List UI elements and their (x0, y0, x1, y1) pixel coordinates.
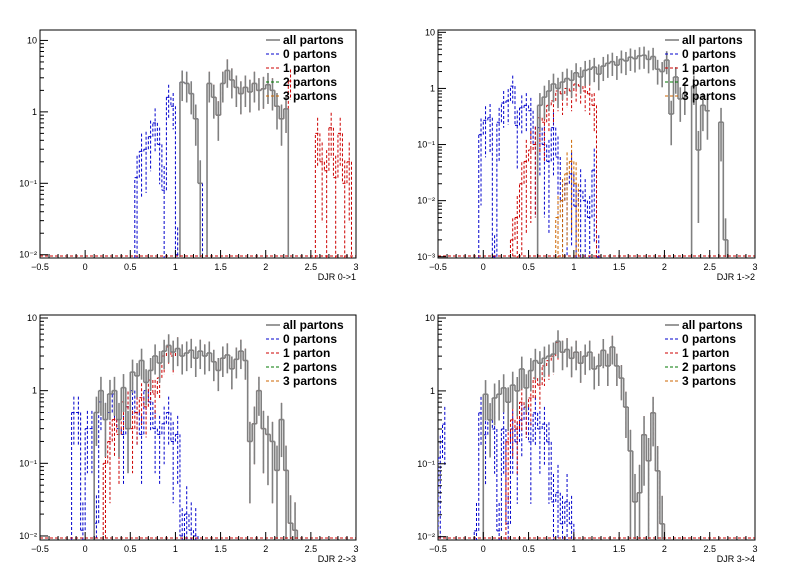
x-tick-label: 2.5 (703, 544, 716, 554)
x-tick-label: 2 (263, 544, 268, 554)
y-tick-label: 10⁻² (19, 250, 37, 260)
x-tick-label: 2.5 (305, 262, 318, 272)
y-tick-label: 10⁻¹ (19, 458, 37, 468)
x-tick-label: 0 (481, 262, 486, 272)
y-tick-label: 1 (32, 107, 37, 117)
x-tick-label: 1 (173, 544, 178, 554)
x-tick-label: −0.5 (31, 262, 49, 272)
x-tick-label: 1.5 (613, 544, 626, 554)
x-tick-label: 1 (571, 544, 576, 554)
x-tick-label: −0.5 (31, 544, 49, 554)
x-tick-label: 0.5 (522, 262, 535, 272)
x-tick-label: 1.5 (613, 262, 626, 272)
series-layer (438, 330, 666, 540)
x-tick-label: 2 (662, 544, 667, 554)
x-axis-label: DJR 3->4 (717, 554, 755, 564)
x-tick-label: 1.5 (214, 544, 227, 554)
legend-entry: 3 partons (283, 89, 337, 103)
y-tick-label: 1 (430, 83, 435, 93)
x-tick-label: 0 (83, 262, 88, 272)
legend-entry: 3 partons (283, 374, 337, 388)
x-axis-label: DJR 0->1 (318, 272, 356, 282)
legend-entry: 0 partons (682, 47, 736, 61)
legend-entry: 1 parton (682, 61, 729, 75)
legend-entry: 0 partons (682, 332, 736, 346)
plot-frame (39, 29, 357, 259)
x-tick-label: 0.5 (124, 544, 137, 554)
x-tick-label: 2 (662, 262, 667, 272)
x-tick-label: 0.5 (124, 262, 137, 272)
series-all-partons (482, 330, 666, 540)
legend-entry: 3 partons (682, 89, 736, 103)
legend-entry: 1 parton (283, 346, 330, 360)
plot-frame (39, 314, 357, 541)
series-layer (478, 46, 729, 258)
x-tick-label: 2.5 (305, 544, 318, 554)
y-tick-label: 10⁻¹ (417, 140, 435, 150)
x-tick-label: 3 (353, 544, 358, 554)
x-tick-label: 0.5 (522, 544, 535, 554)
x-tick-label: 2.5 (703, 262, 716, 272)
x-tick-label: 1 (173, 262, 178, 272)
y-tick-label: 10⁻¹ (19, 178, 37, 188)
series-all-partons (536, 46, 729, 258)
y-tick-label: 10⁻² (19, 531, 37, 541)
plot-panel-4: −0.5 0 0.5 1 1.5 2 2.5 3 10⁻² 10⁻¹ 1 10 DJR 3->4 all … (417, 313, 757, 564)
series-0-partons (438, 391, 575, 540)
x-tick-label: 1.5 (214, 262, 227, 272)
legend-entry: all partons (283, 33, 344, 47)
y-tick-label: 10⁻¹ (417, 459, 435, 469)
y-tick-label: 10⁻² (417, 196, 435, 206)
plot-panel-3: −0.5 0 0.5 1 1.5 2 2.5 3 10⁻² 10⁻¹ 1 10 DJR 2->3 all … (19, 313, 358, 564)
legend-entry: 2 partons (682, 75, 736, 89)
y-tick-label: 1 (32, 386, 37, 396)
y-tick-label: 10 (425, 27, 435, 37)
series-3-partons (555, 139, 579, 258)
legend-entry: 0 partons (283, 47, 337, 61)
series-all-partons (179, 59, 290, 258)
x-tick-label: 3 (752, 262, 757, 272)
y-tick-label: 10⁻³ (417, 252, 435, 262)
legend-entry: 2 partons (283, 360, 337, 374)
x-tick-label: 3 (752, 544, 757, 554)
legend-entry: 3 partons (682, 374, 736, 388)
series-0-partons (134, 70, 204, 258)
y-tick-label: 1 (430, 386, 435, 396)
series-layer (71, 334, 299, 540)
plot-panel-1: −0.5 0 0.5 1 1.5 2 2.5 3 10⁻² 10⁻¹ 1 10 DJR 0->1 all … (19, 29, 359, 282)
legend-entry: 0 partons (283, 332, 337, 346)
legend-entry: 1 parton (283, 61, 330, 75)
legend-entry: 2 partons (682, 360, 736, 374)
x-tick-label: 1 (571, 262, 576, 272)
plot-frame (437, 314, 756, 541)
x-tick-label: 0 (83, 544, 88, 554)
y-tick-label: 10⁻² (417, 532, 435, 542)
x-axis-label: DJR 2->3 (318, 554, 356, 564)
y-tick-label: 10 (425, 313, 435, 323)
legend-entry: all partons (283, 318, 344, 332)
series-all-partons (93, 334, 299, 540)
x-tick-label: −0.5 (429, 262, 447, 272)
x-tick-label: 3 (353, 262, 358, 272)
legend-entry: all partons (682, 318, 743, 332)
y-tick-label: 10 (27, 313, 37, 323)
legend-entry: 1 parton (682, 346, 729, 360)
series-0-partons (71, 376, 199, 540)
legend-entry: all partons (682, 33, 743, 47)
legend-entry: 2 partons (283, 75, 337, 89)
x-tick-label: −0.5 (429, 544, 447, 554)
x-tick-label: 0 (481, 544, 486, 554)
plot-panel-2: −0.5 0 0.5 1 1.5 2 2.5 3 10⁻³ 10⁻² 10⁻¹ 1 10 DJR 1->2… (417, 27, 757, 282)
x-axis-label: DJR 1->2 (717, 272, 755, 282)
x-tick-label: 2 (263, 262, 268, 272)
series-layer (134, 59, 352, 258)
y-tick-label: 10 (27, 35, 37, 45)
